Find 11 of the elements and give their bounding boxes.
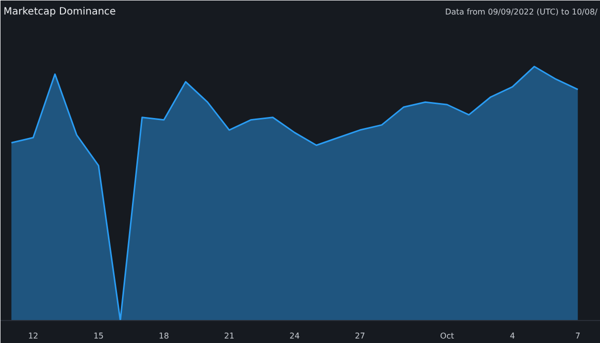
x-tick-label: 12 [28, 332, 38, 340]
x-tick-label: 15 [93, 332, 104, 340]
x-tick-label: 21 [224, 332, 234, 340]
x-tick-label: 24 [290, 332, 300, 340]
x-tick-label: 4 [510, 332, 515, 340]
x-tick-label: Oct [440, 332, 454, 340]
chart-subtitle: Data from 09/09/2022 (UTC) to 10/08/ [445, 8, 598, 16]
x-tick-label: 18 [158, 332, 169, 340]
x-tick-label: 7 [575, 332, 580, 340]
x-tick-label: 27 [354, 332, 366, 340]
chart-title: Marketcap Dominance [4, 6, 116, 18]
